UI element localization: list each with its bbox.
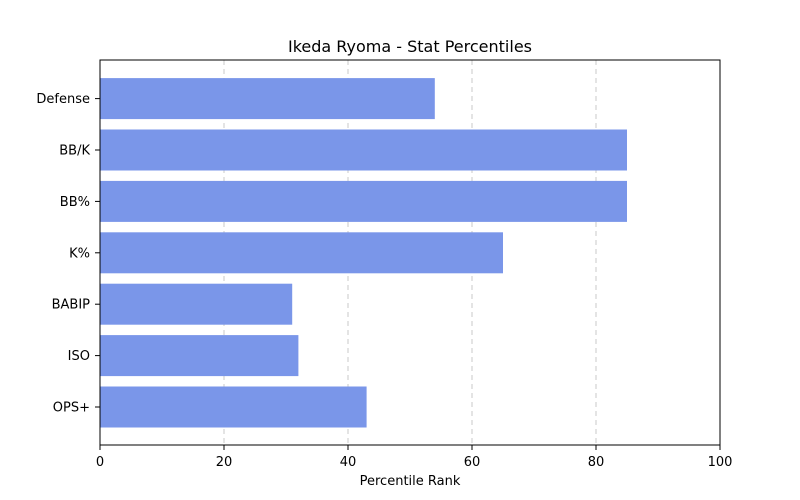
bar <box>100 335 299 377</box>
y-tick-label: ISO <box>68 349 90 364</box>
x-tick-label: 80 <box>588 455 605 470</box>
bars <box>100 78 627 428</box>
x-tick-label: 20 <box>216 455 233 470</box>
y-axis: OPS+ ISO BABIP K% BB% BB/K Defense <box>36 92 100 416</box>
y-tick-label: BB% <box>60 195 90 210</box>
bar <box>100 232 503 274</box>
bar <box>100 129 627 171</box>
x-tick-label: 100 <box>708 455 733 470</box>
bar <box>100 283 293 325</box>
bar <box>100 180 627 222</box>
bar <box>100 78 435 120</box>
x-axis: 0 20 40 60 80 100 <box>96 445 733 470</box>
x-tick-label: 40 <box>340 455 357 470</box>
y-tick-label: BABIP <box>52 298 91 313</box>
y-tick-label: K% <box>69 246 90 261</box>
y-tick-label: OPS+ <box>53 401 90 416</box>
y-tick-label: Defense <box>36 92 90 107</box>
bar <box>100 386 367 428</box>
x-axis-label: Percentile Rank <box>360 474 461 489</box>
y-tick-label: BB/K <box>59 144 90 159</box>
chart-title: Ikeda Ryoma - Stat Percentiles <box>288 37 532 56</box>
x-tick-label: 60 <box>464 455 481 470</box>
x-tick-label: 0 <box>96 455 104 470</box>
